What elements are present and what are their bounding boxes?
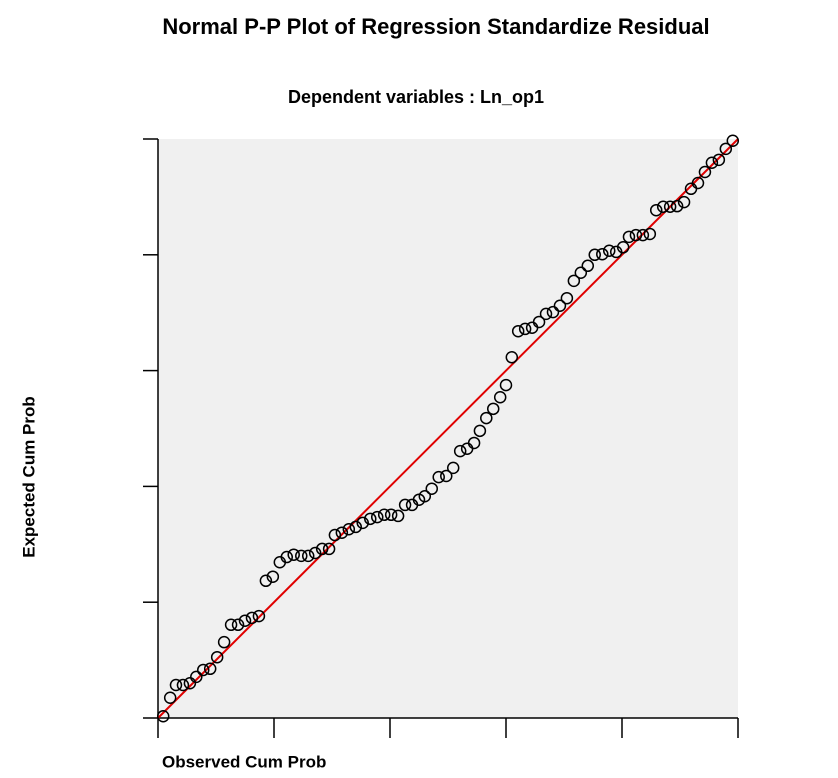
point bbox=[511, 324, 525, 338]
point bbox=[480, 411, 493, 425]
point bbox=[698, 165, 712, 179]
point bbox=[649, 203, 663, 217]
point bbox=[295, 549, 308, 563]
point bbox=[315, 542, 329, 556]
point bbox=[467, 436, 481, 450]
point bbox=[432, 470, 445, 484]
point bbox=[656, 200, 670, 213]
point bbox=[493, 390, 507, 404]
point bbox=[553, 299, 567, 313]
point bbox=[280, 550, 294, 564]
point bbox=[301, 549, 315, 563]
point bbox=[719, 142, 733, 156]
y-axis-label: Expected Cum Prob bbox=[19, 396, 38, 558]
x-axis-label: Observed Cum Prob bbox=[162, 752, 326, 771]
point bbox=[203, 662, 217, 676]
point bbox=[210, 650, 224, 664]
point bbox=[602, 244, 616, 257]
point bbox=[183, 677, 197, 690]
point bbox=[238, 614, 252, 627]
point bbox=[670, 199, 684, 213]
point bbox=[266, 570, 280, 583]
point bbox=[691, 176, 705, 190]
point bbox=[370, 510, 384, 524]
point bbox=[453, 444, 467, 458]
point bbox=[663, 200, 677, 213]
point bbox=[259, 574, 273, 588]
point bbox=[217, 635, 231, 649]
point bbox=[196, 663, 210, 677]
point bbox=[486, 402, 500, 416]
point bbox=[643, 227, 657, 241]
point bbox=[532, 315, 546, 329]
point bbox=[287, 548, 300, 561]
point bbox=[588, 248, 601, 262]
point bbox=[335, 526, 349, 539]
point bbox=[440, 469, 453, 483]
point bbox=[629, 228, 643, 242]
point bbox=[322, 542, 336, 556]
point bbox=[567, 274, 581, 288]
point bbox=[163, 691, 177, 704]
point bbox=[418, 489, 432, 503]
point bbox=[499, 378, 513, 392]
point bbox=[328, 528, 342, 542]
point bbox=[349, 520, 363, 534]
point bbox=[364, 512, 377, 526]
point bbox=[505, 351, 519, 364]
chart-subtitle: Dependent variables : Ln_op1 bbox=[288, 87, 544, 107]
point bbox=[245, 611, 259, 625]
point bbox=[446, 461, 460, 475]
point bbox=[546, 305, 560, 319]
point bbox=[539, 307, 553, 321]
point bbox=[636, 228, 650, 242]
point bbox=[342, 522, 356, 536]
point bbox=[190, 670, 203, 684]
point bbox=[560, 291, 574, 305]
point bbox=[622, 230, 636, 244]
point bbox=[391, 509, 405, 523]
point bbox=[616, 241, 630, 254]
point bbox=[169, 678, 183, 692]
point bbox=[574, 266, 588, 279]
point bbox=[473, 424, 487, 438]
point bbox=[377, 508, 391, 522]
point bbox=[398, 498, 412, 512]
point bbox=[712, 153, 726, 167]
point bbox=[356, 516, 369, 530]
point bbox=[176, 678, 190, 692]
point bbox=[156, 710, 170, 723]
point bbox=[581, 259, 595, 273]
point bbox=[224, 618, 238, 632]
point bbox=[252, 609, 266, 623]
chart-title: Normal P-P Plot of Regression Standardiz… bbox=[162, 14, 709, 39]
point bbox=[596, 247, 609, 261]
point bbox=[518, 322, 532, 336]
point bbox=[677, 195, 691, 209]
point bbox=[425, 482, 439, 495]
point bbox=[726, 134, 740, 147]
point bbox=[231, 618, 245, 632]
point bbox=[308, 546, 322, 560]
point bbox=[705, 156, 719, 169]
point bbox=[384, 508, 398, 522]
